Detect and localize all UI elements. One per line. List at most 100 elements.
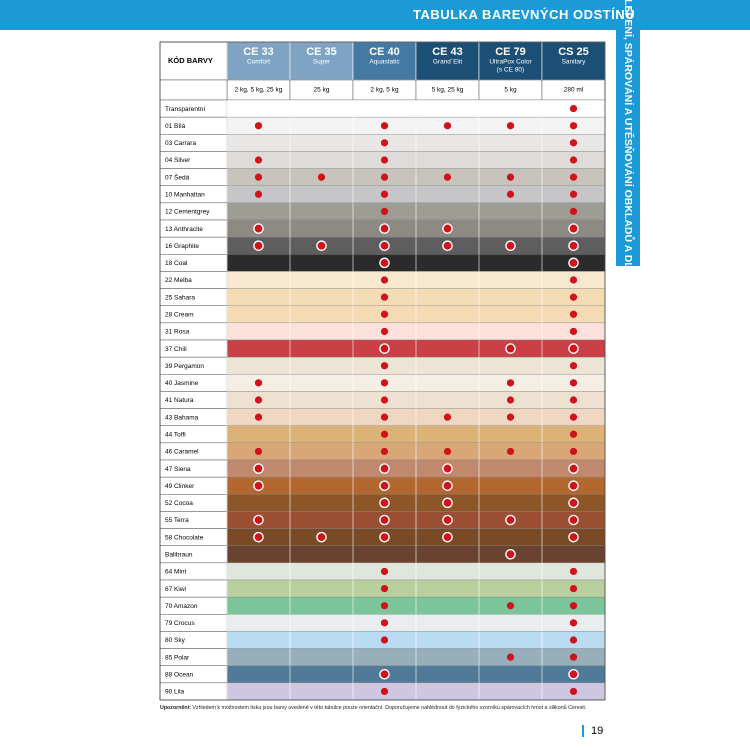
dot — [569, 293, 578, 301]
dot — [254, 447, 263, 456]
color-name: 88 Ocean — [165, 672, 194, 679]
column-header — [541, 41, 606, 81]
note-text: Vzhledem k možnostem tisku jsou barvy uv… — [192, 705, 587, 711]
dot — [380, 602, 389, 610]
color-name: 10 Manhattan — [165, 192, 205, 199]
dot — [506, 653, 515, 661]
dot — [254, 379, 263, 387]
ring — [316, 240, 327, 252]
dot — [569, 567, 578, 576]
column-code: CE 79 — [495, 46, 526, 58]
color-name: 18 Coal — [165, 260, 188, 267]
ring — [568, 257, 579, 269]
ring — [316, 531, 327, 543]
dot — [569, 413, 578, 421]
color-name: 49 Clinker — [165, 483, 195, 490]
color-name: 52 Cocoa — [165, 500, 193, 507]
dot — [254, 122, 263, 130]
ring — [505, 548, 516, 560]
color-name: 58 Chocolate — [165, 534, 204, 541]
ring — [379, 257, 390, 269]
dot — [380, 276, 389, 284]
dot — [380, 584, 389, 593]
ring — [442, 497, 453, 509]
dot — [380, 327, 389, 336]
ring — [505, 514, 516, 526]
dot — [254, 396, 263, 404]
color-name: 39 Pergamon — [165, 363, 204, 370]
dot — [380, 636, 389, 644]
column-code: CE 43 — [432, 46, 463, 58]
ring — [379, 240, 390, 252]
color-name: 16 Graphite — [165, 243, 199, 250]
pack-size: 280 ml — [564, 87, 584, 94]
ring — [568, 531, 579, 543]
dot — [443, 122, 452, 130]
pack-size: 5 kg — [504, 87, 517, 94]
column-name: Comfort — [247, 59, 270, 66]
column-name: Grand´Elit — [433, 59, 462, 66]
color-name: 47 Siena — [165, 466, 191, 473]
dot — [569, 327, 578, 336]
pack-size: 5 kg, 25 kg — [432, 87, 464, 94]
ring — [253, 223, 264, 234]
dot — [569, 190, 578, 198]
column-code: CE 33 — [243, 46, 274, 58]
dot — [380, 122, 389, 130]
dot — [380, 207, 389, 216]
ring — [442, 480, 453, 492]
dot — [380, 447, 389, 456]
dot — [506, 447, 515, 456]
ring — [379, 223, 390, 234]
color-name: 40 Jasmine — [165, 380, 199, 387]
ring — [568, 668, 579, 680]
dot — [569, 156, 578, 164]
dot — [569, 584, 578, 593]
column-code: CE 40 — [369, 46, 400, 58]
dot — [254, 413, 263, 421]
ring — [379, 463, 390, 474]
dot — [569, 687, 578, 696]
color-name: 31 Rosa — [165, 329, 190, 336]
dot — [569, 139, 578, 147]
color-name: 22 Melba — [165, 277, 192, 284]
column-code: CE 35 — [306, 46, 337, 58]
dot — [569, 447, 578, 456]
dot — [380, 156, 389, 164]
ring — [568, 463, 579, 474]
corner-label: KÓD BARVY — [168, 56, 213, 65]
color-name: 85 Polar — [165, 654, 190, 661]
ring — [568, 514, 579, 526]
ring — [379, 514, 390, 526]
ring — [442, 223, 453, 234]
pack-size: 2 kg, 5 kg — [370, 87, 399, 94]
color-name: 12 Cementgrey — [165, 209, 210, 216]
side-tab: LEPENÍ, SPÁROVÁNÍ A UTĚSŇOVÁNÍ OBKLADŮ A… — [616, 0, 640, 297]
ring — [379, 480, 390, 492]
ring — [253, 514, 264, 526]
banner: TABULKA BAREVNÝCH ODSTÍNŮ — [0, 0, 750, 30]
dot — [380, 413, 389, 421]
dot — [506, 173, 515, 181]
dot — [506, 396, 515, 404]
ring — [379, 497, 390, 509]
dot — [569, 636, 578, 644]
dot — [380, 619, 389, 627]
ring — [379, 668, 390, 680]
dot — [380, 173, 389, 181]
dot — [254, 156, 263, 164]
ring — [568, 343, 579, 354]
color-name: Balibraun — [165, 552, 193, 559]
color-name: 01 Bílá — [165, 123, 186, 130]
ring — [442, 531, 453, 543]
color-name: 25 Sahara — [165, 294, 195, 301]
dot — [380, 379, 389, 387]
pack-cell — [159, 79, 228, 101]
dot — [569, 602, 578, 610]
dot — [443, 447, 452, 456]
ring — [253, 480, 264, 492]
color-name: 28 Cream — [165, 312, 194, 319]
ring — [568, 223, 579, 234]
ring — [568, 480, 579, 492]
